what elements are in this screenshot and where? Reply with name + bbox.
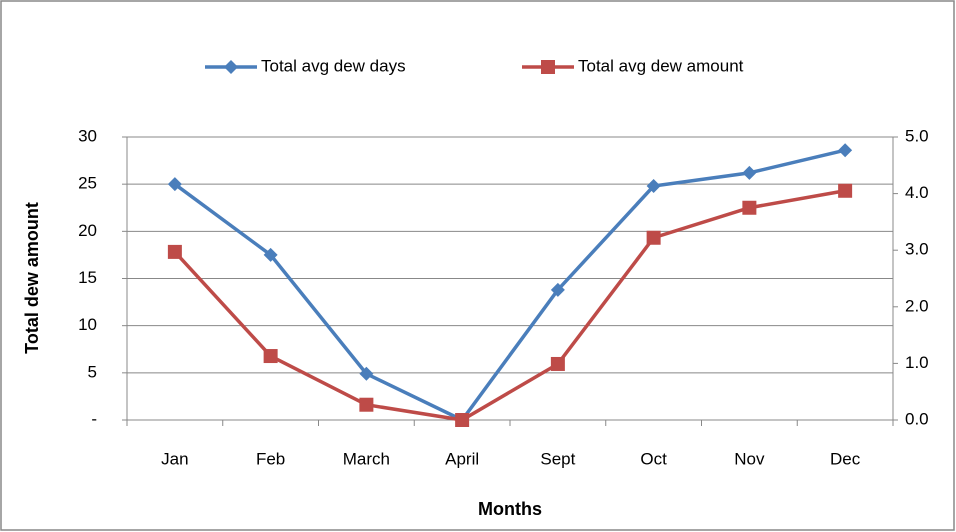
- x-tick-label: Dec: [830, 449, 861, 468]
- x-tick-label: Oct: [640, 449, 667, 468]
- series-line: [173, 148, 846, 423]
- marker: [167, 177, 182, 192]
- marker: [263, 349, 278, 364]
- legend-label: Total avg dew amount: [578, 56, 744, 75]
- y-tick-label: 15: [78, 268, 97, 287]
- marker: [742, 165, 757, 180]
- y-tick-label: 30: [78, 126, 97, 145]
- marker: [224, 60, 238, 74]
- y2-tick-label: 2.0: [905, 296, 929, 315]
- marker: [263, 247, 278, 262]
- y2-tick-label: 4.0: [905, 183, 929, 202]
- marker: [359, 397, 374, 412]
- x-tick-label: Feb: [256, 449, 285, 468]
- marker: [646, 179, 661, 194]
- marker: [550, 356, 565, 371]
- marker: [359, 366, 374, 381]
- y-tick-label: -: [91, 409, 97, 428]
- y-tick-label: 5: [88, 362, 97, 381]
- marker: [541, 60, 555, 74]
- marker: [838, 143, 853, 158]
- marker: [742, 200, 757, 215]
- x-axis-title: Months: [478, 499, 542, 519]
- legend-label: Total avg dew days: [261, 56, 406, 75]
- x-tick-label: April: [445, 449, 479, 468]
- marker: [838, 183, 853, 198]
- marker: [646, 230, 661, 245]
- y2-tick-label: 0.0: [905, 409, 929, 428]
- marker: [167, 244, 182, 259]
- y-tick-label: 20: [78, 221, 97, 240]
- x-tick-label: Jan: [161, 449, 188, 468]
- y2-tick-label: 3.0: [905, 240, 929, 259]
- x-tick-label: Sept: [540, 449, 575, 468]
- marker: [550, 282, 565, 297]
- y-tick-label: 25: [78, 174, 97, 193]
- series-line: [173, 189, 846, 422]
- marker: [455, 413, 470, 427]
- y2-tick-label: 1.0: [905, 353, 929, 372]
- x-tick-label: March: [343, 449, 390, 468]
- x-tick-label: Nov: [734, 449, 765, 468]
- y-tick-label: 10: [78, 315, 97, 334]
- y-axis-title: Total dew amount: [22, 202, 42, 354]
- y2-tick-label: 5.0: [905, 126, 929, 145]
